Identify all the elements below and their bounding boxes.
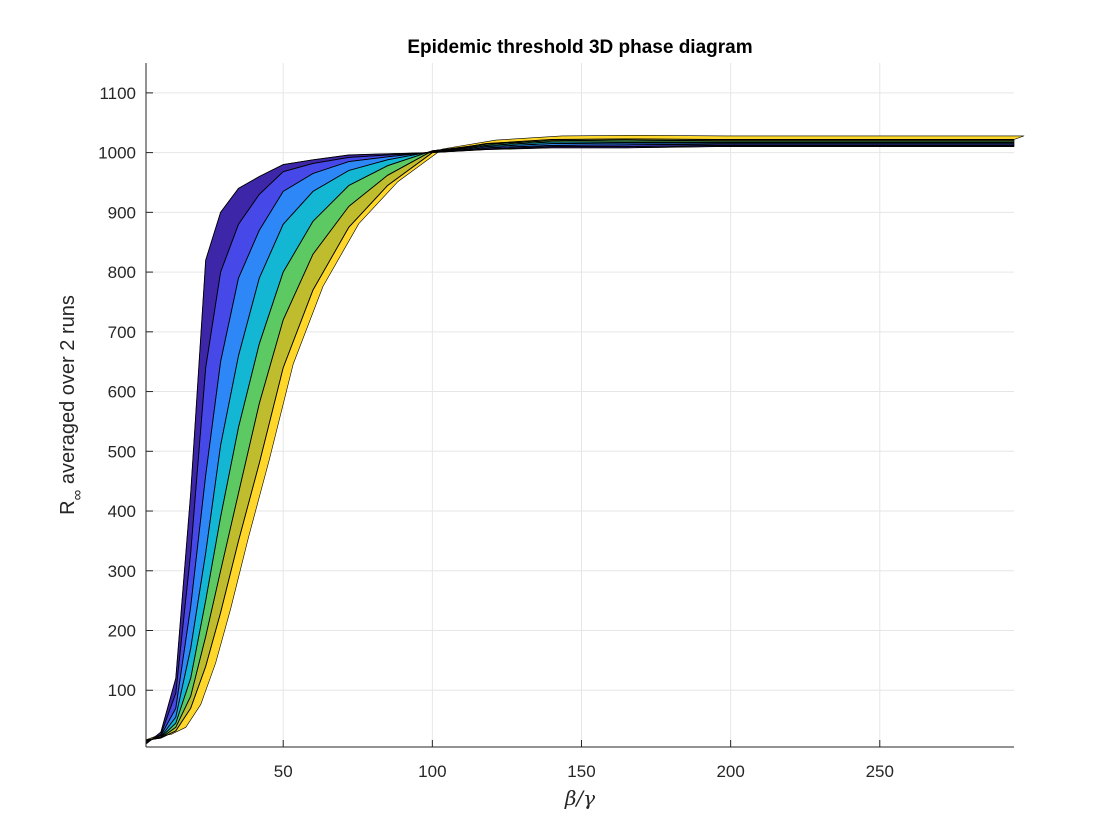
- y-axis-label-main: R: [57, 500, 79, 514]
- y-tick-label: 900: [108, 203, 136, 222]
- y-tick-label: 1100: [99, 84, 136, 103]
- y-axis-label: R∞ averaged over 2 runs: [57, 295, 86, 515]
- y-tick-label: 1000: [98, 144, 136, 163]
- y-tick-label: 300: [108, 562, 136, 581]
- y-axis-label-subscript: ∞: [69, 489, 86, 500]
- x-axis-label: β/γ: [564, 786, 595, 810]
- y-tick-label: 700: [108, 323, 136, 342]
- y-tick-label: 800: [108, 263, 136, 282]
- x-tick-label: 50: [274, 762, 293, 781]
- y-tick-label: 600: [108, 383, 136, 402]
- series-line-2: [145, 144, 1014, 744]
- series-line-7: [145, 138, 1014, 741]
- ticks: 50 100 150 200 250 100 200 300 400 500 600 700 800 90…: [98, 84, 894, 781]
- y-tick-label: 200: [108, 622, 136, 641]
- series-bands: [145, 135, 1025, 745]
- chart-title: Epidemic threshold 3D phase diagram: [407, 37, 752, 58]
- series-line-6: [145, 139, 1014, 741]
- series-line-1: [145, 146, 1014, 745]
- x-tick-label: 200: [716, 762, 744, 781]
- y-tick-label: 100: [108, 681, 136, 700]
- x-tick-label: 100: [418, 762, 446, 781]
- y-tick-label: 400: [108, 502, 136, 521]
- y-axis-label-rest: averaged over 2 runs: [57, 295, 79, 490]
- x-tick-label: 250: [866, 762, 894, 781]
- series-line-4: [145, 142, 1014, 742]
- series-line-5: [145, 141, 1014, 741]
- x-tick-label: 150: [567, 762, 595, 781]
- series-line-3: [145, 143, 1014, 743]
- y-tick-label: 500: [108, 442, 136, 461]
- axes: [145, 63, 1014, 748]
- grid-lines: [146, 63, 1014, 747]
